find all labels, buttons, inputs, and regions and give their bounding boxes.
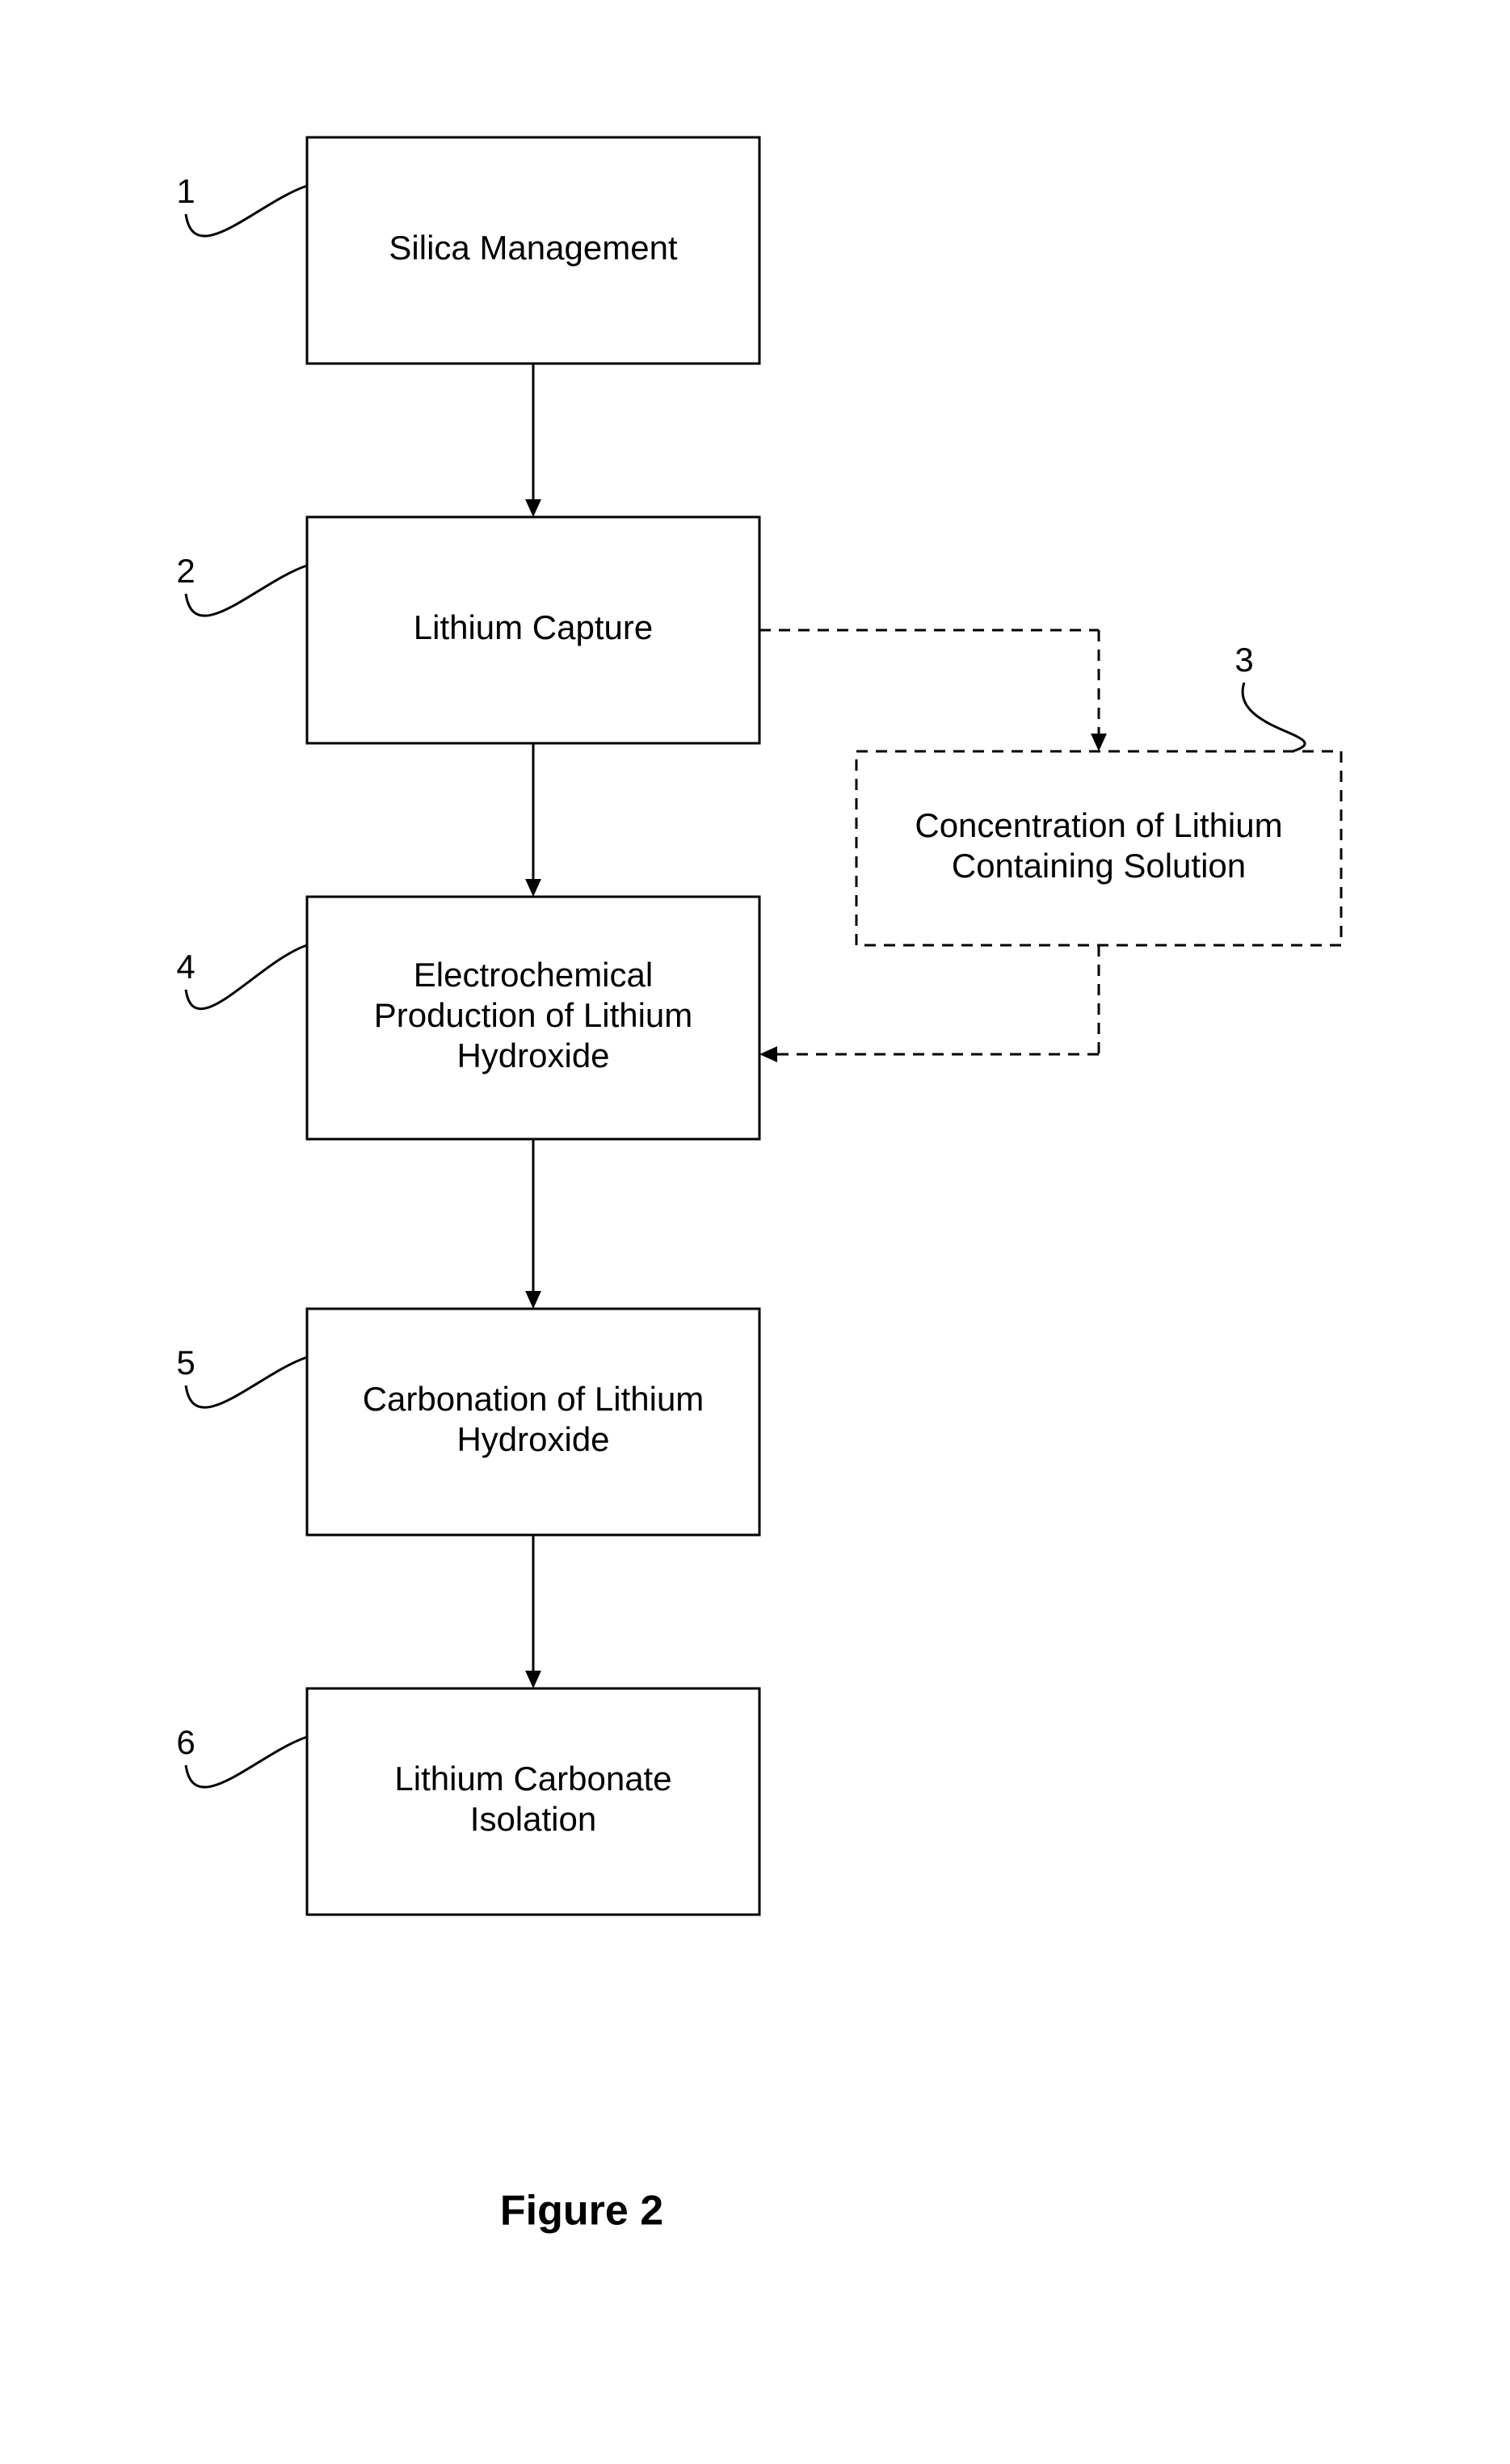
number-label: 4 xyxy=(176,948,195,986)
edge-n2-n4 xyxy=(525,743,541,897)
number-label: 6 xyxy=(176,1723,195,1761)
node-number-2: 2 xyxy=(176,552,307,616)
node-label: Silica Management xyxy=(389,229,678,267)
node-label: Carbonation of Lithium xyxy=(363,1380,705,1418)
node-label: Electrochemical xyxy=(414,956,653,994)
arrowhead-icon xyxy=(525,1291,541,1309)
arrowhead-icon xyxy=(1091,734,1107,751)
node-label: Hydroxide xyxy=(456,1420,609,1458)
node-number-5: 5 xyxy=(176,1343,307,1407)
leader-line xyxy=(186,566,307,616)
number-label: 1 xyxy=(176,172,195,210)
number-label: 3 xyxy=(1234,641,1253,679)
node-label: Hydroxide xyxy=(456,1036,609,1074)
leader-line xyxy=(186,1357,307,1407)
figure-caption: Figure 2 xyxy=(500,2188,663,2235)
node-number-6: 6 xyxy=(176,1723,307,1787)
number-label: 2 xyxy=(176,552,195,590)
edge-n2-n3 xyxy=(759,630,1107,751)
leader-line xyxy=(1243,683,1305,751)
nodes-layer: Silica Management Lithium Capture Concentr… xyxy=(307,137,1341,1915)
edge-n4-n5 xyxy=(525,1139,541,1309)
number-label: 5 xyxy=(176,1343,195,1381)
node-number-1: 1 xyxy=(176,172,307,236)
leader-line xyxy=(186,1737,307,1787)
edge-n5-n6 xyxy=(525,1535,541,1688)
flowchart-node-n5: Carbonation of LithiumHydroxide xyxy=(307,1309,759,1535)
flowchart-node-n6: Lithium CarbonateIsolation xyxy=(307,1688,759,1915)
flowchart-node-n2: Lithium Capture xyxy=(307,517,759,743)
node-label: Isolation xyxy=(470,1800,596,1838)
leader-line xyxy=(186,186,307,236)
node-label: Concentration of Lithium xyxy=(915,806,1282,844)
node-label: Production of Lithium xyxy=(374,996,693,1034)
node-label: Containing Solution xyxy=(952,847,1246,885)
flowchart-node-n4: ElectrochemicalProduction of LithiumHydr… xyxy=(307,897,759,1139)
arrowhead-icon xyxy=(525,879,541,897)
node-number-4: 4 xyxy=(176,945,307,1009)
node-label: Lithium Carbonate xyxy=(394,1760,671,1798)
node-label: Lithium Capture xyxy=(414,608,653,646)
arrowhead-icon xyxy=(759,1046,777,1062)
edge-n1-n2 xyxy=(525,364,541,517)
node-number-3: 3 xyxy=(1234,641,1305,751)
edge-n3-n4 xyxy=(759,945,1099,1062)
arrowhead-icon xyxy=(525,499,541,517)
flowchart-node-n3: Concentration of LithiumContaining Solut… xyxy=(856,751,1341,945)
flowchart-node-n1: Silica Management xyxy=(307,137,759,364)
arrowhead-icon xyxy=(525,1671,541,1688)
leader-line xyxy=(186,945,307,1009)
